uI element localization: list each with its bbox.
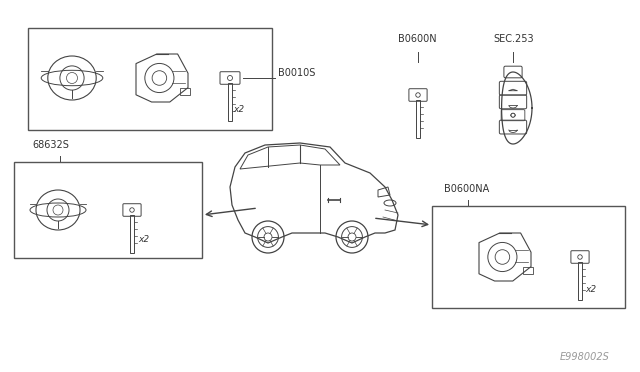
Bar (416, 100, 420, 138)
Bar (228, 83, 232, 121)
Text: B0010S: B0010S (278, 68, 316, 78)
Bar (180, 87, 189, 95)
Bar (130, 215, 134, 253)
Text: E998002S: E998002S (560, 352, 610, 362)
Bar (28, 28, 272, 130)
Text: x2: x2 (138, 235, 149, 244)
Text: 68632S: 68632S (32, 140, 69, 150)
Text: SEC.253: SEC.253 (493, 34, 534, 44)
Text: B0600NA: B0600NA (444, 184, 489, 194)
Text: x2: x2 (585, 285, 596, 294)
Text: x2: x2 (233, 105, 244, 114)
Text: B0600N: B0600N (398, 34, 436, 44)
Bar (14, 162, 202, 258)
Bar (523, 267, 532, 274)
Bar (578, 262, 582, 300)
Bar (432, 206, 625, 308)
